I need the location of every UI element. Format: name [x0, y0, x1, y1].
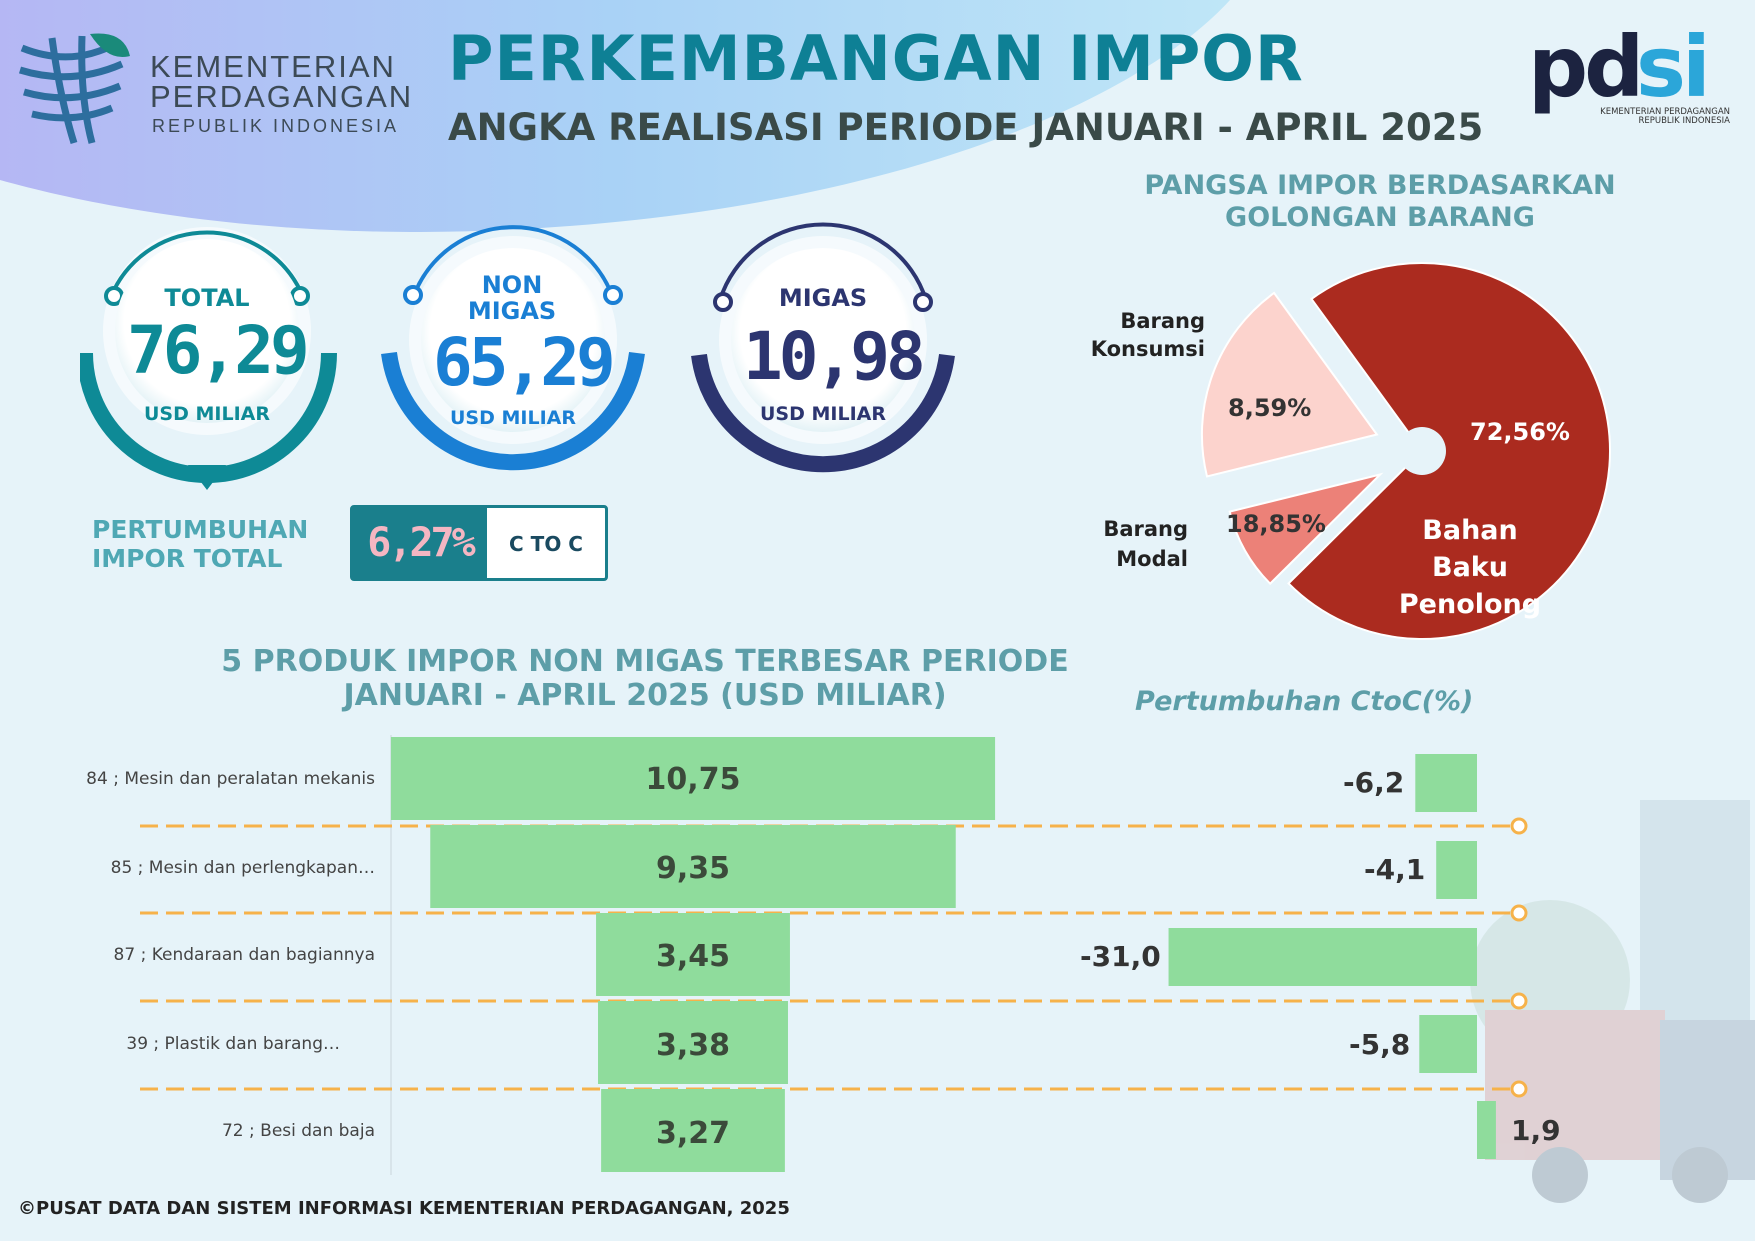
- header-wave: [0, 0, 1230, 232]
- growth-basis: C TO C: [509, 532, 583, 556]
- kpi-nonmigas-label: NON MIGAS: [467, 271, 557, 325]
- bar-2: [430, 825, 956, 908]
- bar-1: [390, 737, 996, 820]
- growth-value-2: -4,1: [1364, 853, 1426, 886]
- row-label-4: 39 ; Plastik dan barang…: [126, 1034, 340, 1054]
- row-label-3: 87 ; Kendaraan dan bagiannya: [113, 945, 375, 965]
- pie-title: PANGSA IMPOR BERDASARKAN GOLONGAN BARANG: [1144, 170, 1616, 233]
- ministry-name-line3: REPUBLIK INDONESIA: [152, 116, 400, 136]
- kpi-nonmigas-ring: [381, 225, 645, 471]
- row-divider-dot-3: [1510, 992, 1528, 1010]
- row-divider-dot-4: [1510, 1080, 1528, 1098]
- kpi-nonmigas-value: 65,29: [433, 324, 616, 401]
- row-label-2: 85 ; Mesin dan perlengkapan…: [110, 858, 375, 878]
- pie-value-bahan-baku: 72,56%: [1470, 418, 1570, 446]
- growth-label: PERTUMBUHAN IMPOR TOTAL: [92, 515, 309, 573]
- kpi-total-value: 76,29: [127, 312, 310, 389]
- pie-value-konsumsi: 8,59%: [1228, 394, 1312, 422]
- pie-label-modal: Barang Modal: [1103, 517, 1188, 571]
- ministry-name-line1: KEMENTERIAN: [150, 49, 396, 84]
- bar-value-1: 10,75: [645, 762, 741, 797]
- kpi-migas-value: 10,98: [743, 318, 926, 395]
- bar-value-4: 3,38: [655, 1028, 731, 1063]
- row-label-1: 84 ; Mesin dan peralatan mekanis: [86, 769, 375, 789]
- bar-value-3: 3,45: [655, 939, 731, 974]
- pie-label-bahan-baku: Bahan Baku Penolong: [1398, 515, 1542, 620]
- bar-4: [598, 1001, 788, 1084]
- growth-value: 6,27%: [367, 520, 475, 566]
- kpi-migas-ring: [691, 222, 955, 473]
- kpi-total-label: TOTAL: [164, 284, 250, 312]
- growth-bar-2: [1436, 841, 1477, 899]
- svg-text:si: si: [1636, 30, 1707, 116]
- growth-box: 6,27% C TO C: [350, 505, 608, 581]
- bar-chart-title: 5 PRODUK IMPOR NON MIGAS TERBESAR PERIOD…: [221, 644, 1069, 713]
- kpi-nonmigas-unit: USD MILIAR: [450, 407, 576, 429]
- pie-slice-1: [1287, 262, 1611, 640]
- ministry-name-line2: PERDAGANGAN: [150, 79, 414, 114]
- page-title: PERKEMBANGAN IMPOR: [448, 22, 1304, 95]
- pdsi-logo-icon: pd si: [1528, 30, 1711, 116]
- import-illustration: [1470, 800, 1755, 1203]
- kpi-total-ring: [80, 227, 337, 490]
- bar-value-2: 9,35: [655, 851, 731, 886]
- pie-slice-2: [1228, 472, 1384, 586]
- kpi-total-unit: USD MILIAR: [144, 403, 270, 425]
- growth-bar-1: [1415, 754, 1477, 812]
- growth-value-5: 1,9: [1511, 1114, 1561, 1147]
- bar-value-5: 3,27: [655, 1116, 731, 1151]
- kpi-graphics: [80, 222, 955, 490]
- kpi-migas-label: MIGAS: [778, 284, 868, 312]
- pdsi-caption: KEMENTERIAN PERDAGANGAN REPUBLIK INDONES…: [1600, 107, 1730, 126]
- row-divider-dot-2: [1510, 904, 1528, 922]
- growth-value-3: -31,0: [1080, 940, 1161, 973]
- growth-value-1: -6,2: [1343, 766, 1405, 799]
- pie-label-konsumsi: Barang Konsumsi: [1090, 309, 1205, 361]
- growth-bar-3: [1168, 928, 1477, 986]
- bar-3: [596, 913, 790, 996]
- row-divider-dot-1: [1510, 817, 1528, 835]
- growth-chart-title: Pertumbuhan CtoC(%): [1135, 686, 1474, 717]
- page-subtitle: ANGKA REALISASI PERIODE JANUARI - APRIL …: [448, 106, 1484, 149]
- pie-chart: [1200, 262, 1611, 640]
- ministry-logo-icon: [18, 33, 130, 145]
- pie-value-modal: 18,85%: [1226, 510, 1326, 538]
- kpi-migas-unit: USD MILIAR: [760, 403, 886, 425]
- growth-bar-5: [1477, 1101, 1496, 1159]
- growth-value-4: -5,8: [1349, 1028, 1411, 1061]
- pie-slice-3: [1200, 291, 1379, 478]
- row-label-5: 72 ; Besi dan baja: [221, 1121, 375, 1141]
- pie-center-hole: [1398, 427, 1446, 475]
- svg-text:pd: pd: [1528, 30, 1640, 116]
- footer-copyright: ©PUSAT DATA DAN SISTEM INFORMASI KEMENTE…: [18, 1198, 790, 1219]
- growth-bar-4: [1419, 1015, 1477, 1073]
- bar-5: [601, 1089, 785, 1172]
